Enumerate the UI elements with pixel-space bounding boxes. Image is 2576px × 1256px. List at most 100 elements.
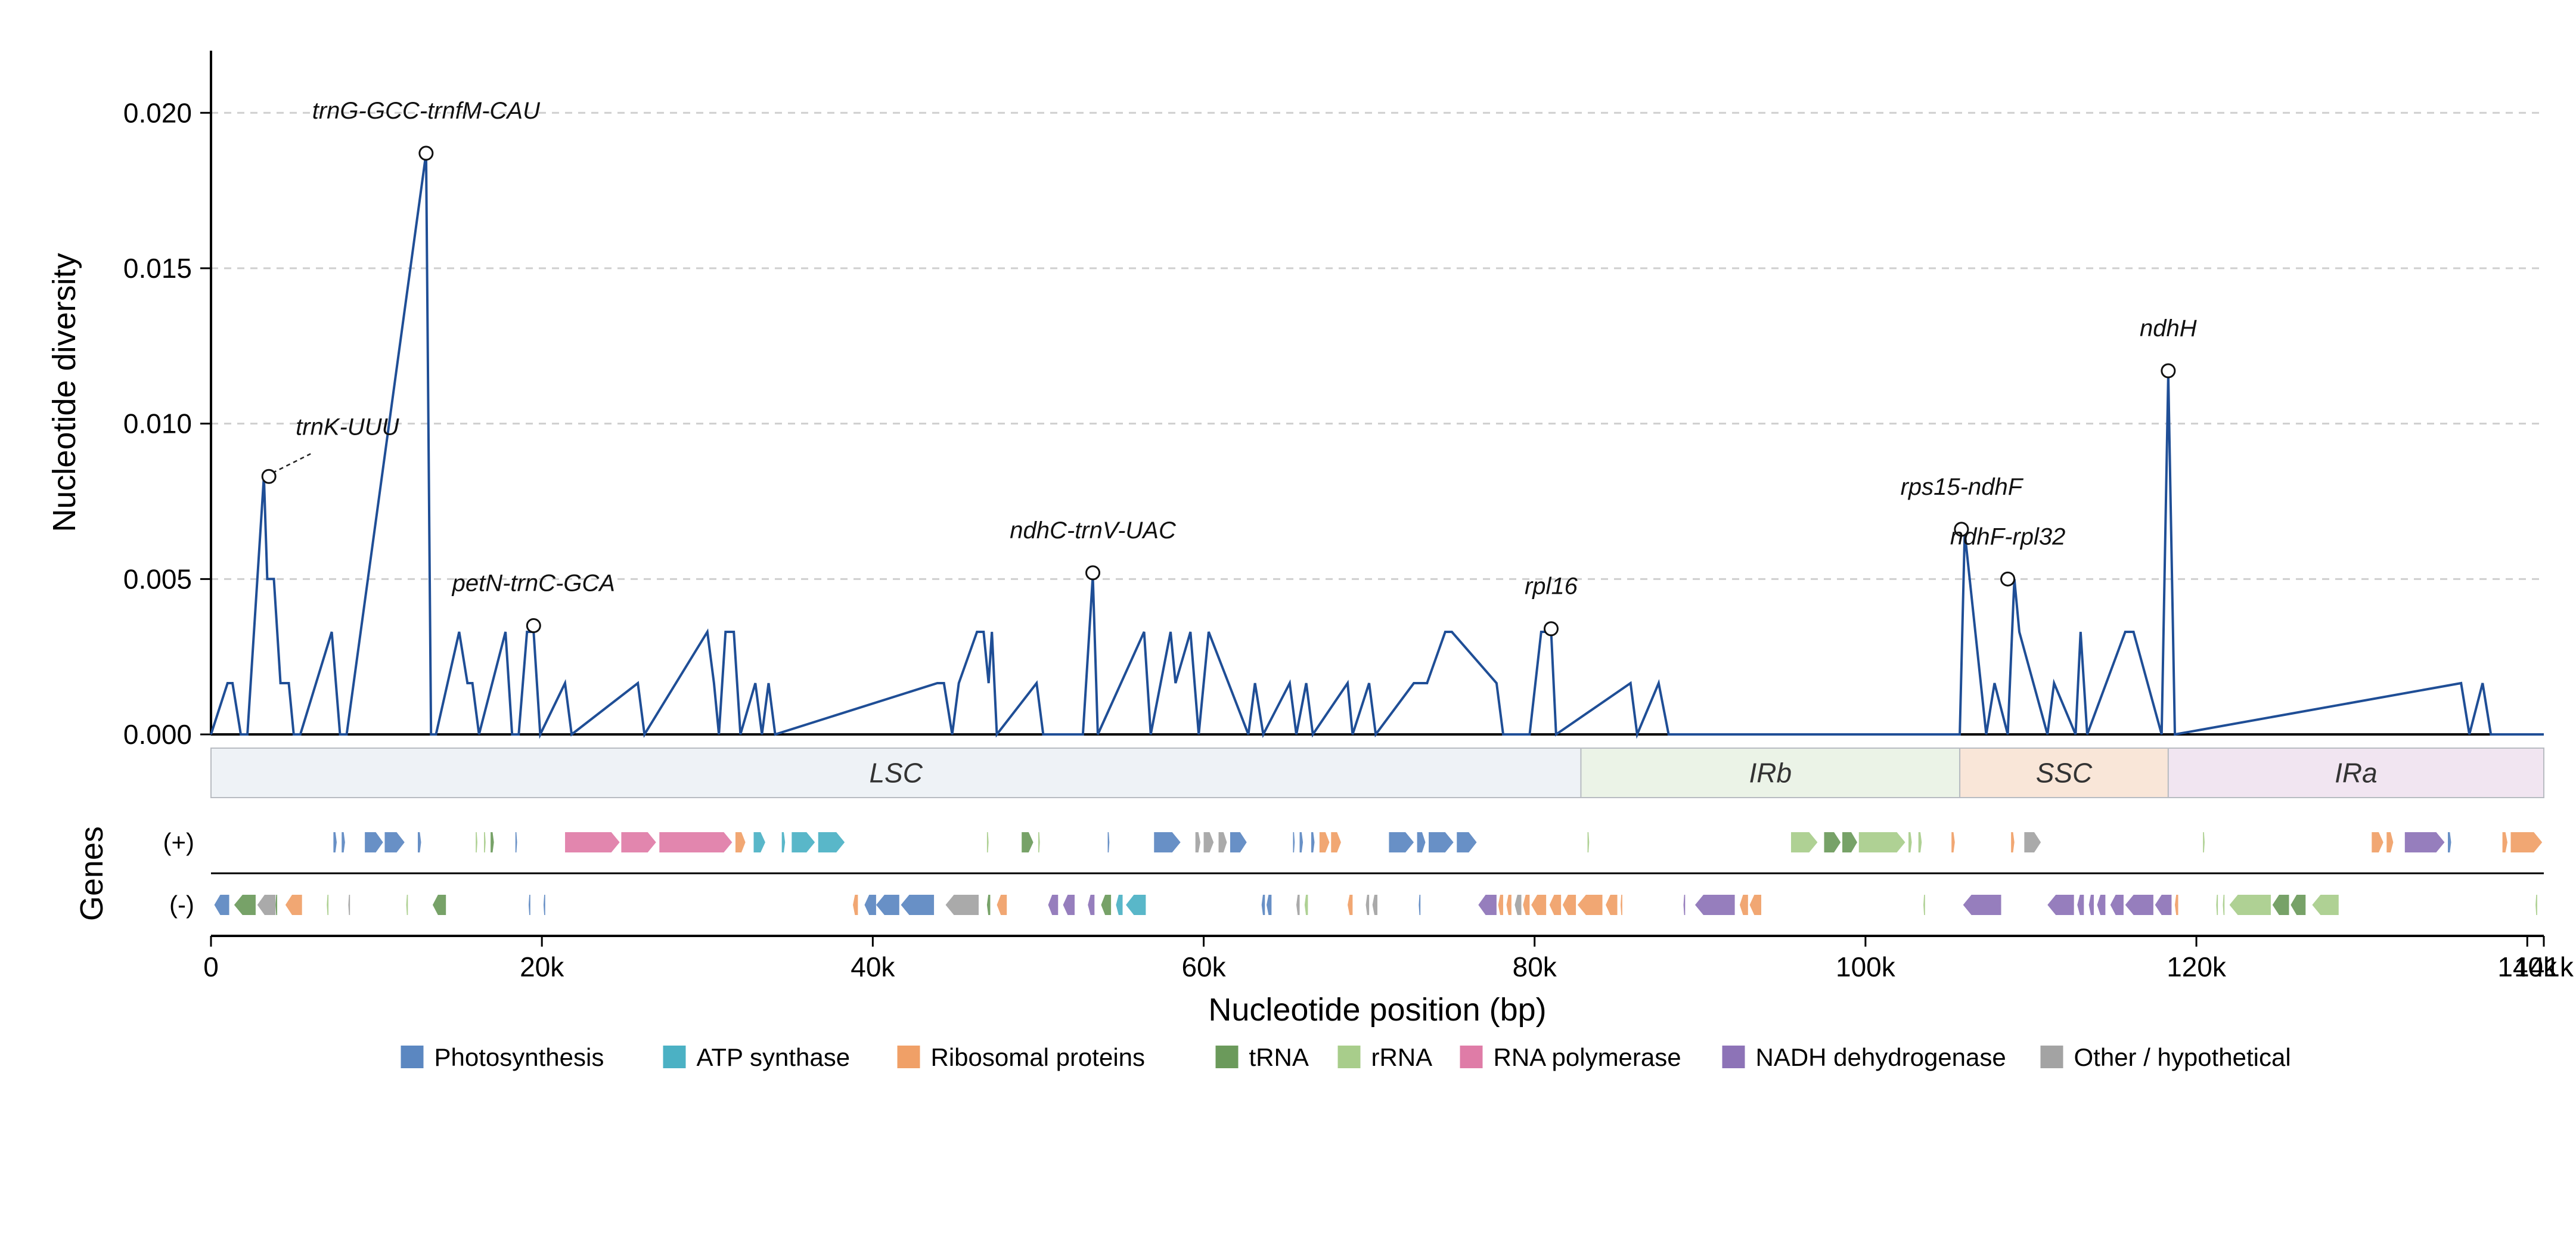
gene-block bbox=[2312, 895, 2339, 915]
gene-block bbox=[257, 895, 276, 915]
gene-block bbox=[1963, 895, 2001, 915]
gene-block bbox=[2110, 895, 2124, 915]
x-tick-label: 40k bbox=[851, 951, 895, 982]
y-tick-label: 0.000 bbox=[123, 719, 192, 750]
region-block bbox=[210, 748, 1582, 798]
gene-block bbox=[1116, 895, 1123, 915]
region-block bbox=[1580, 748, 1961, 798]
gene-block bbox=[1457, 832, 1477, 852]
gene-block bbox=[818, 832, 845, 852]
gene-block bbox=[792, 832, 815, 852]
gene-block bbox=[2097, 895, 2106, 915]
gene-block bbox=[1261, 895, 1265, 915]
peak-marker bbox=[1543, 621, 1559, 637]
y-tick-label: 0.020 bbox=[123, 97, 192, 128]
gene-block bbox=[1319, 832, 1330, 852]
gene-block bbox=[1101, 895, 1112, 915]
gene-block bbox=[2011, 832, 2015, 852]
peak-label: trnK-UUU bbox=[296, 414, 399, 440]
x-tick-label: 120k bbox=[2167, 951, 2227, 982]
x-tick-label: 141k bbox=[2514, 951, 2574, 982]
gene-block bbox=[1587, 832, 1590, 852]
peak-marker bbox=[418, 145, 434, 161]
gene-block bbox=[234, 895, 256, 915]
peak-label: ndhH bbox=[2140, 315, 2197, 342]
x-axis-title: Nucleotide position (bp) bbox=[1208, 992, 1546, 1028]
gene-block bbox=[1107, 832, 1110, 852]
region-label: LSC bbox=[869, 758, 923, 789]
gene-block bbox=[2125, 895, 2153, 915]
gene-block bbox=[1908, 832, 1912, 852]
gene-block bbox=[986, 832, 989, 852]
gene-block bbox=[2077, 895, 2084, 915]
gene-block bbox=[528, 895, 530, 915]
gene-block bbox=[1549, 895, 1562, 915]
x-tick-label: 140k bbox=[2497, 951, 2558, 982]
legend-swatch bbox=[897, 1046, 920, 1068]
region-label: IRb bbox=[1749, 758, 1792, 789]
gene-block bbox=[876, 895, 899, 915]
gene-block bbox=[342, 832, 345, 852]
gene-block bbox=[1514, 895, 1522, 915]
x-tick-label: 20k bbox=[520, 951, 564, 982]
region-block bbox=[2167, 748, 2544, 798]
gene-block bbox=[476, 832, 477, 852]
gene-block bbox=[484, 832, 486, 852]
peak-label: petN-trnC-GCA bbox=[452, 570, 615, 597]
x-tick-label: 60k bbox=[1181, 951, 1226, 982]
peak-label: ndhC-trnV-UAC bbox=[1010, 517, 1177, 544]
legend-swatch bbox=[663, 1046, 686, 1068]
legend-label: ATP synthase bbox=[697, 1043, 851, 1071]
gene-block bbox=[365, 832, 383, 852]
gene-block bbox=[1694, 895, 1735, 915]
genes-track-title: Genes bbox=[74, 826, 110, 921]
gene-block bbox=[1304, 895, 1308, 915]
legend-label: rRNA bbox=[1371, 1043, 1433, 1071]
gene-block bbox=[1230, 832, 1247, 852]
gene-block bbox=[515, 832, 517, 852]
gene-block bbox=[853, 895, 858, 915]
gene-block bbox=[1389, 832, 1414, 852]
gene-block bbox=[1296, 895, 1300, 915]
legend-label: tRNA bbox=[1249, 1043, 1309, 1071]
gene-block bbox=[1749, 895, 1762, 915]
gene-block bbox=[2272, 895, 2289, 915]
peak-label: rps15-ndhF bbox=[1901, 474, 2024, 500]
gene-block bbox=[1531, 895, 1547, 915]
gene-block bbox=[1739, 895, 1748, 915]
x-tick-label: 0 bbox=[203, 951, 219, 982]
peak-label: rpl16 bbox=[1525, 573, 1578, 600]
gene-block bbox=[333, 832, 337, 852]
gene-block bbox=[1267, 895, 1272, 915]
gene-block bbox=[2088, 895, 2094, 915]
gene-block bbox=[2291, 895, 2306, 915]
gene-block bbox=[2203, 832, 2205, 852]
minus-strand-label: (-) bbox=[169, 891, 194, 919]
gene-block bbox=[1577, 895, 1603, 915]
gene-block bbox=[327, 895, 329, 915]
region-label: SSC bbox=[2036, 758, 2093, 789]
gene-block bbox=[285, 895, 302, 915]
gene-block bbox=[2386, 832, 2394, 852]
gene-block bbox=[1038, 832, 1040, 852]
gene-block bbox=[2535, 895, 2537, 915]
gene-block bbox=[1022, 832, 1033, 852]
gene-block bbox=[781, 832, 786, 852]
peak-marker bbox=[526, 618, 541, 634]
gene-block bbox=[2216, 895, 2218, 915]
gene-block bbox=[1331, 832, 1341, 852]
gene-block bbox=[1063, 895, 1075, 915]
gene-block bbox=[621, 832, 656, 852]
y-tick-label: 0.015 bbox=[123, 253, 192, 284]
gene-block bbox=[384, 832, 405, 852]
gene-block bbox=[2447, 832, 2451, 852]
gene-block bbox=[432, 895, 446, 915]
gene-block bbox=[2510, 832, 2543, 852]
gene-block bbox=[1348, 895, 1353, 915]
peak-marker bbox=[2161, 363, 2176, 379]
x-tick-label: 80k bbox=[1513, 951, 1557, 982]
gene-block bbox=[1419, 895, 1421, 915]
gene-block bbox=[1562, 895, 1576, 915]
gene-block bbox=[275, 895, 278, 915]
gene-block bbox=[1842, 832, 1858, 852]
